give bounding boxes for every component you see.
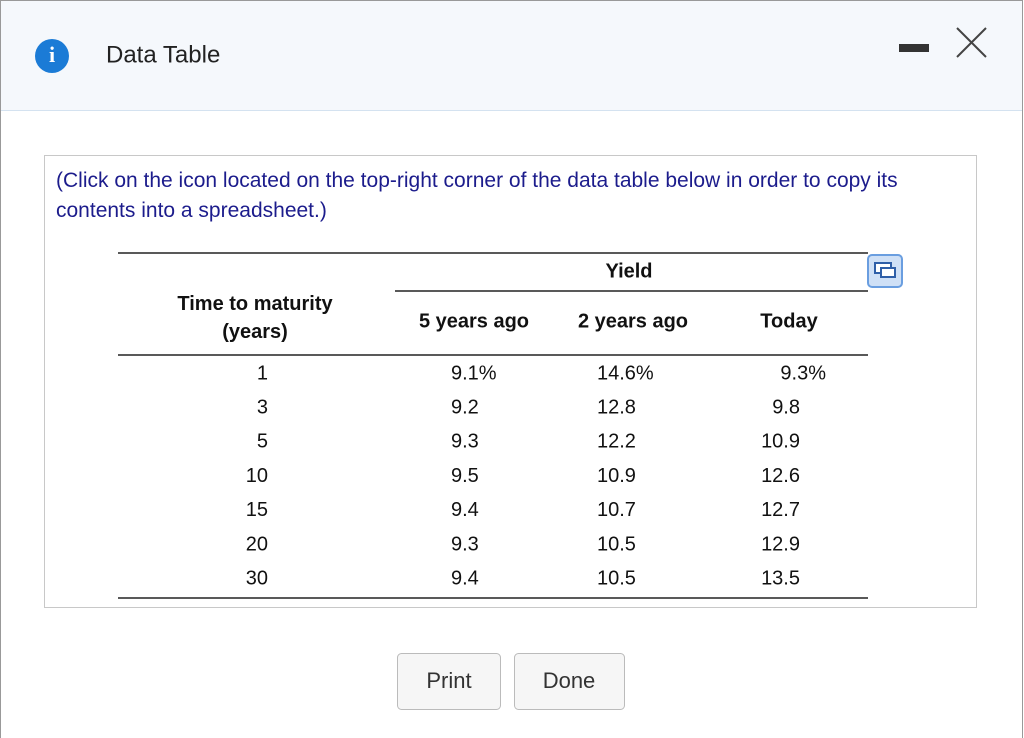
yield-cell: 9.4 [451,567,479,589]
yield-cell: 9.3% [780,362,826,384]
done-button-frame[interactable] [514,653,625,710]
maturity-cell: 10 [246,465,268,487]
yield-cell: 12.6 [761,465,800,487]
yield-cell: 13.5 [761,567,800,589]
maturity-cell: 20 [246,533,268,555]
yield-cell: 12.9 [761,533,800,555]
print-button[interactable]: Print [397,653,501,710]
yield-cell: 9.8 [772,396,800,418]
maturity-cell: 30 [246,567,268,589]
yield-cell: 9.2 [451,396,479,418]
content-box [44,155,977,608]
yield-cell: 12.7 [761,499,800,521]
column-header: 2 years ago [578,310,688,332]
maturity-cell: 5 [257,431,268,453]
maturity-cell: 1 [257,362,268,384]
yield-cell: 12.2 [597,431,636,453]
yield-cell: 9.3 [451,533,479,555]
yield-cell: 14.6% [597,362,654,384]
column-header: Today [760,310,818,332]
yield-cell: 12.8 [597,396,636,418]
dialog-title: Data Table [106,41,220,68]
yield-cell: 10.9 [597,465,636,487]
group-header: Yield [605,260,652,282]
title-bar [1,1,1022,110]
yield-cell: 9.1% [451,362,497,384]
copy-icon[interactable] [867,254,903,288]
info-icon [35,39,69,73]
yield-cell: 10.7 [597,499,636,521]
info-icon-glyph: i [49,42,55,67]
print-button-label[interactable]: Print [426,668,471,693]
maturity-cell: 15 [246,499,268,521]
minimize-button[interactable] [899,44,929,52]
done-button[interactable]: Done [514,653,625,710]
yield-cell: 10.5 [597,533,636,555]
print-button-frame[interactable] [397,653,501,710]
column-header: 5 years ago [419,310,529,332]
column-header: Time to maturity (years) [177,293,333,343]
copy-icon-glyph[interactable] [880,267,896,278]
yield-cell: 9.5 [451,465,479,487]
yield-cell: 9.4 [451,499,479,521]
yield-cell: 9.3 [451,431,479,453]
instruction-text: (Click on the icon located on the top-ri… [56,169,898,222]
yield-cell: 10.5 [597,567,636,589]
close-button[interactable] [956,27,987,58]
done-button-label[interactable]: Done [543,668,596,693]
yield-cell: 10.9 [761,431,800,453]
maturity-cell: 3 [257,396,268,418]
